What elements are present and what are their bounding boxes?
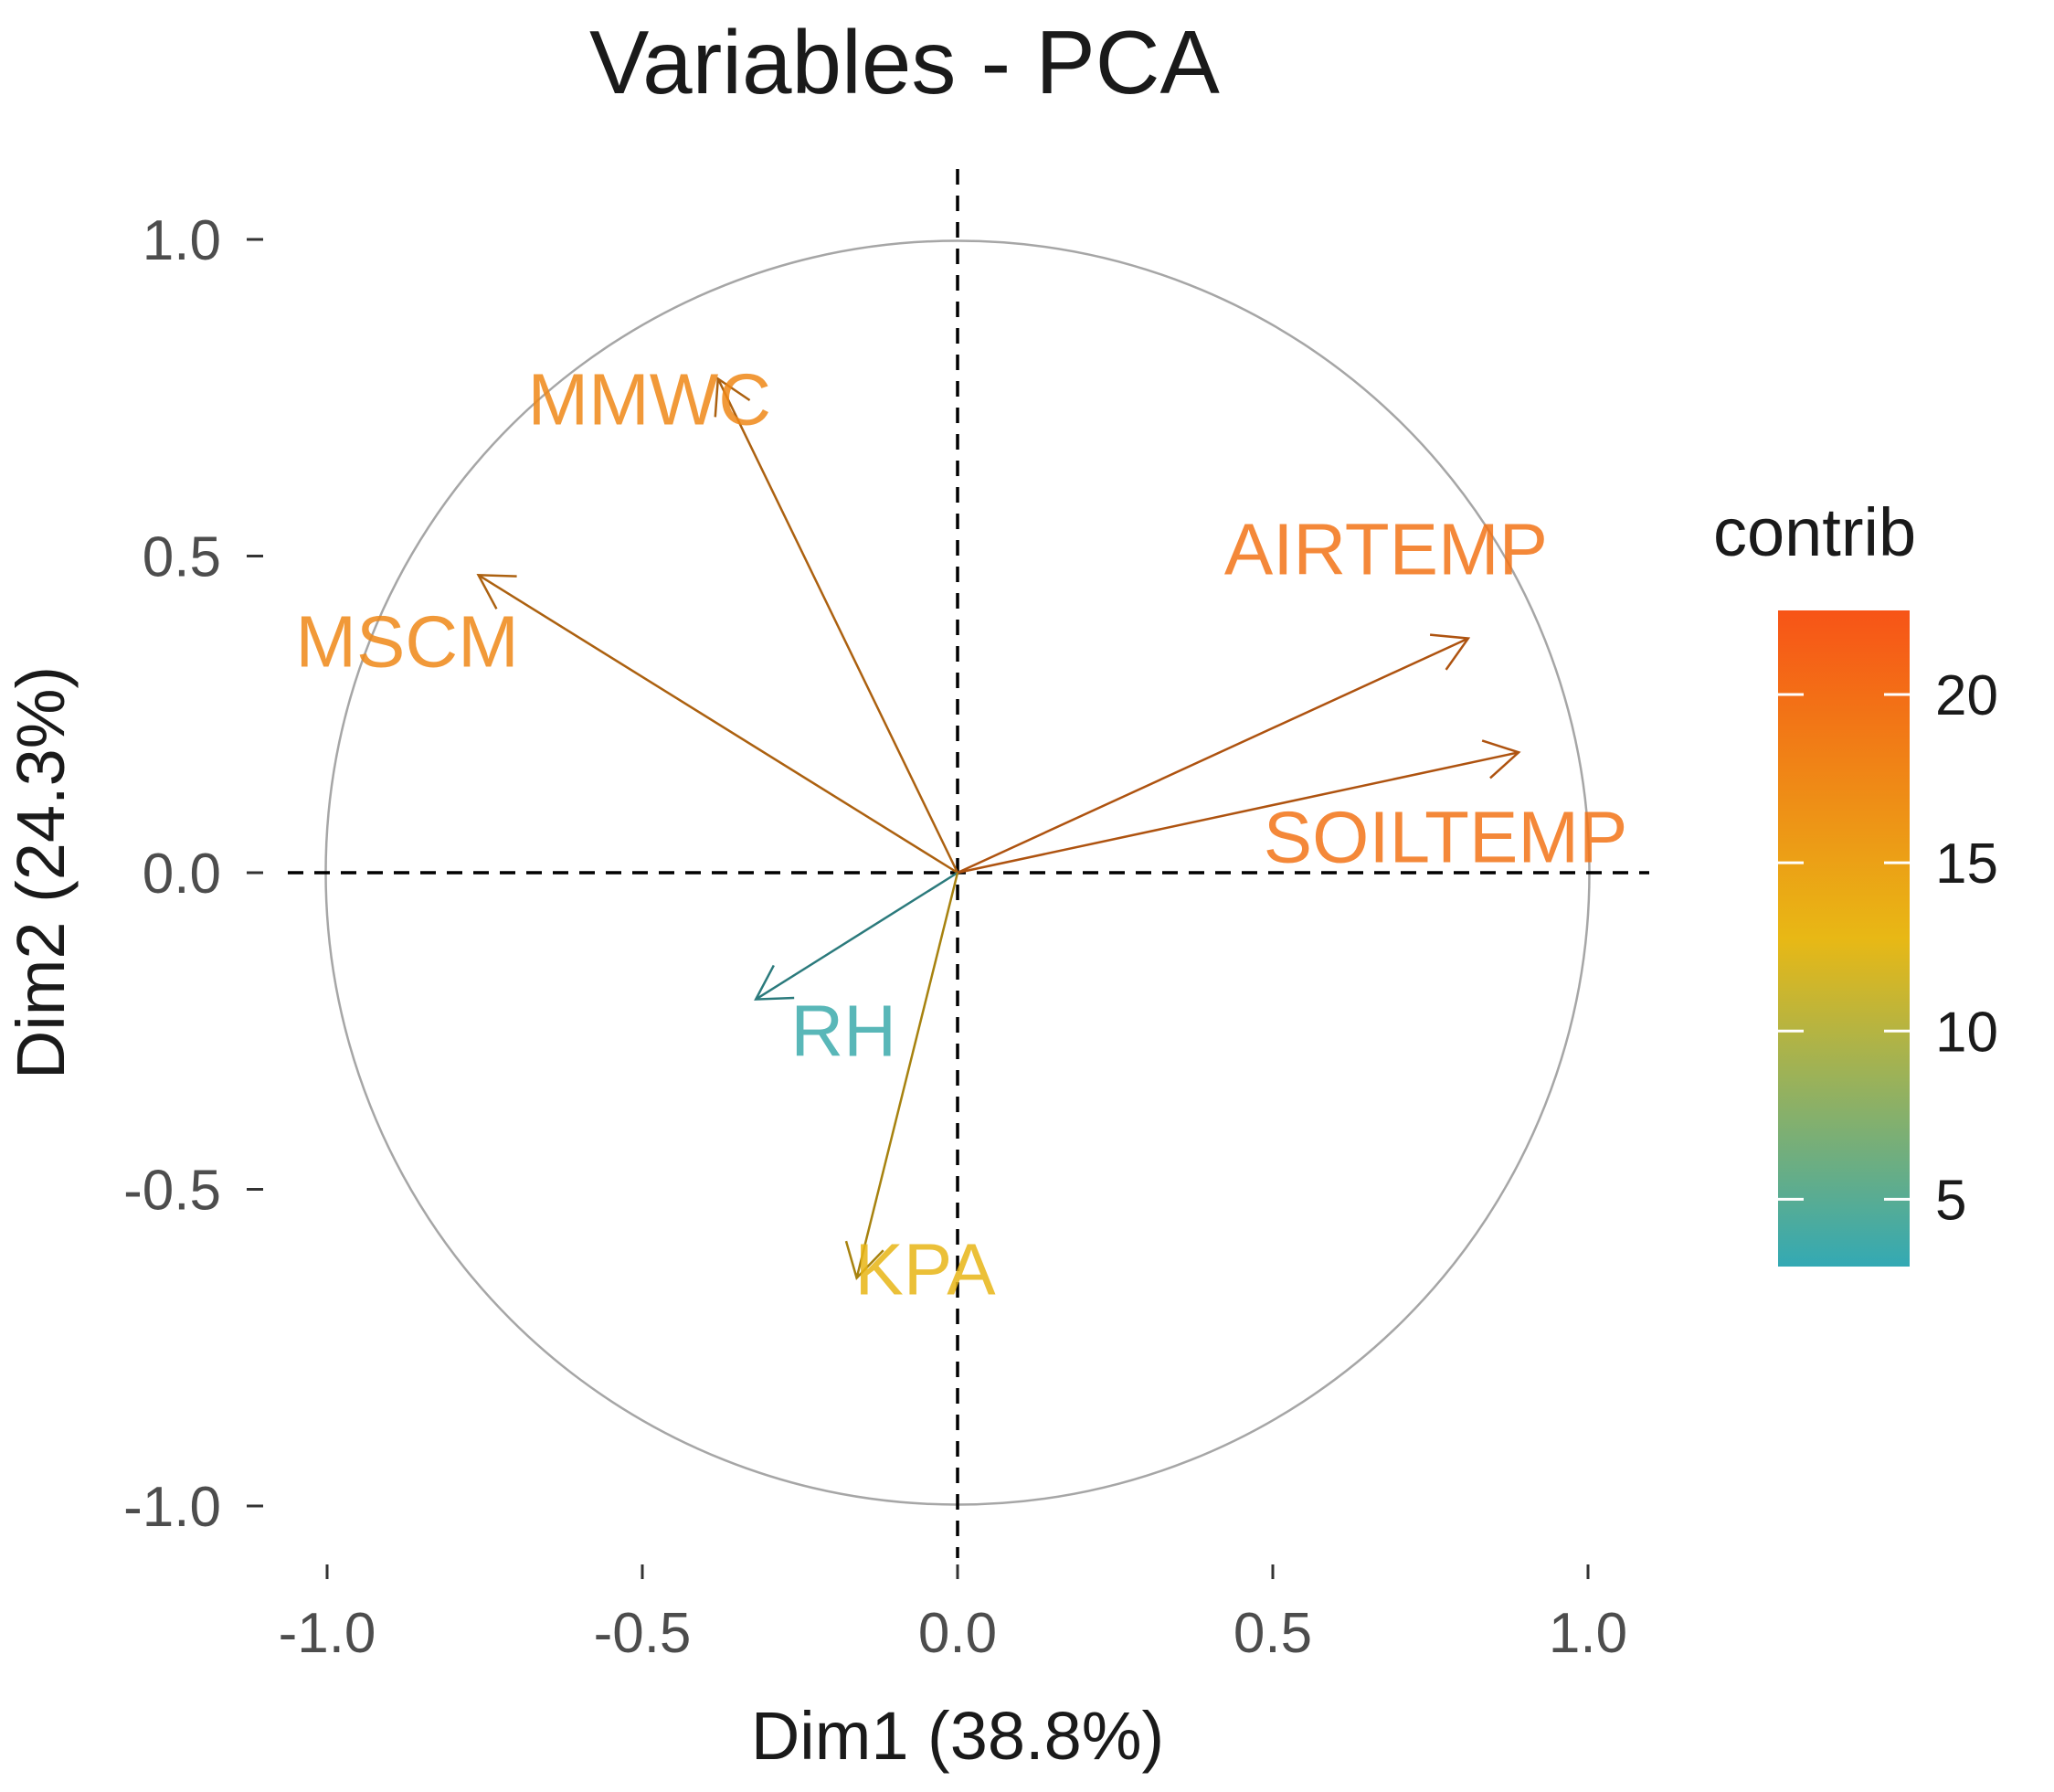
- legend-tick-label: 5: [1935, 1169, 1966, 1232]
- legend-tick-label: 20: [1935, 664, 1998, 727]
- arrow-shaft: [716, 377, 959, 874]
- variable-label-rh: RH: [790, 991, 896, 1072]
- x-axis: -1.0 -0.5 0.0 0.5 1.0: [279, 1564, 1627, 1665]
- variable-label-soiltemp: SOILTEMP: [1264, 796, 1628, 877]
- legend-ticks: 5 10 15 20: [1778, 664, 1998, 1232]
- arrow-head: [1429, 633, 1471, 671]
- arrow-shaft: [957, 637, 1469, 875]
- variable-labels: MMWC MSCM AIRTEMP SOILTEMP RH KPA: [295, 358, 1627, 1310]
- x-tick-label: 1.0: [1549, 1602, 1627, 1665]
- arrow-airtemp: [957, 633, 1471, 875]
- y-tick-label: 0.5: [143, 526, 221, 589]
- y-tick-label: -0.5: [123, 1160, 221, 1223]
- arrow-shaft: [957, 751, 1519, 875]
- arrow-head: [1481, 739, 1521, 779]
- arrow-mscm: [476, 573, 958, 875]
- arrow-mmwc: [714, 376, 959, 874]
- legend-title: contrib: [1713, 494, 1916, 570]
- x-tick-label: 0.0: [918, 1602, 997, 1665]
- variable-label-airtemp: AIRTEMP: [1224, 509, 1548, 590]
- arrow-shaft: [755, 871, 958, 1001]
- chart-title: Variables - PCA: [589, 12, 1221, 112]
- variable-label-mscm: MSCM: [295, 600, 518, 682]
- y-tick-label: 1.0: [143, 209, 221, 272]
- y-tick-label: -1.0: [123, 1476, 221, 1539]
- contrib-legend: contrib 5 10 15 20: [1713, 494, 1998, 1267]
- arrow-head: [754, 964, 795, 1001]
- arrow-head: [714, 376, 751, 418]
- y-axis-title: Dim2 (24.3%): [3, 666, 79, 1079]
- y-axis: -1.0 -0.5 0.0 0.5 1.0: [123, 209, 263, 1539]
- variable-label-kpa: KPA: [855, 1229, 997, 1310]
- arrow-rh: [754, 871, 958, 1001]
- x-tick-label: -1.0: [279, 1602, 376, 1665]
- arrow-shaft: [477, 574, 958, 875]
- legend-colorbar: [1778, 610, 1910, 1267]
- arrow-soiltemp: [957, 739, 1521, 875]
- arrow-shaft: [855, 872, 959, 1278]
- y-tick-label: 0.0: [143, 843, 221, 906]
- variable-arrows: [476, 376, 1521, 1280]
- variable-label-mmwc: MMWC: [528, 358, 772, 440]
- legend-tick-label: 15: [1935, 832, 1998, 896]
- x-axis-title: Dim1 (38.8%): [751, 1698, 1164, 1774]
- x-tick-label: -0.5: [594, 1602, 692, 1665]
- arrow-head: [844, 1240, 884, 1280]
- x-tick-label: 0.5: [1233, 1602, 1312, 1665]
- arrow-kpa: [844, 872, 959, 1280]
- arrow-head: [476, 573, 517, 610]
- legend-tick-label: 10: [1935, 1001, 1998, 1064]
- plot-panel: MMWC MSCM AIRTEMP SOILTEMP RH KPA: [288, 169, 1649, 1558]
